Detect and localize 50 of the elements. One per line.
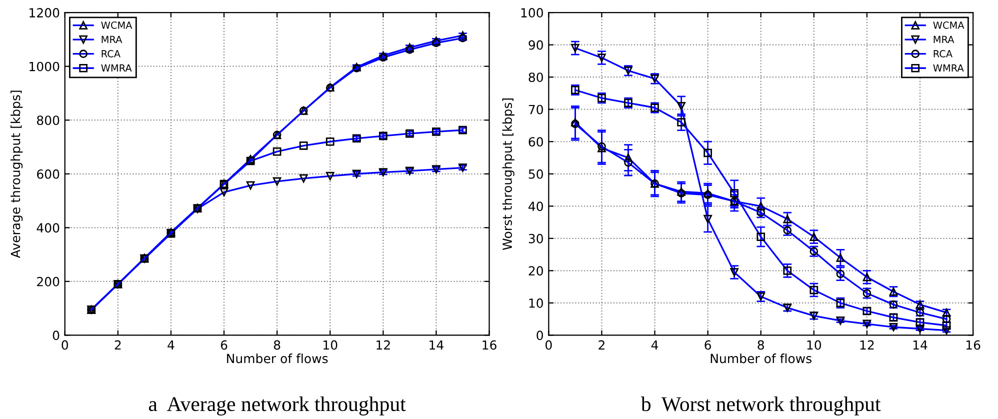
x-tick-label: 10 [324,340,338,350]
x-tick-label: 0 [62,340,68,350]
text: b Worst network throughput [640,396,881,416]
y-tick-label: 1200 [30,8,60,18]
y-tick-label: 0 [536,330,543,340]
y-axis-title: Average throughput [kbps] [10,90,23,258]
x-tick-label: 4 [651,340,658,350]
y-tick-label: 0 [52,330,60,340]
y-tick-label: 10 [529,298,543,308]
y-tick-label: 200 [37,276,60,286]
y-tick-label: 800 [36,116,60,126]
legend-label: WCMA [101,21,132,29]
x-tick-label: 10 [807,340,822,350]
x-tick-label: 8 [274,340,280,350]
y-tick-label: 400 [36,223,60,233]
legend-label: MRA [102,36,122,43]
x-axis-title: Number of flows [710,354,812,364]
y-tick-label: 20 [528,266,543,276]
legend-label: RCA [934,50,952,58]
x-tick-label: 16 [482,340,496,350]
legend-label: WMRA [933,64,964,72]
legend-label: RCA [102,50,120,58]
y-tick-label: 80 [528,72,543,82]
x-tick-label: 12 [376,340,390,350]
x-tick-label: 6 [220,340,228,350]
y-tick-label: 600 [37,169,60,179]
x-tick-label: 2 [598,340,604,350]
y-tick-label: 100 [521,8,543,18]
x-tick-label: 8 [758,340,764,350]
y-axis-title: Worst throughput [kbps] [502,98,514,250]
x-tick-label: 14 [913,340,928,350]
x-tick-label: 2 [114,340,121,350]
x-tick-label: 6 [704,340,711,350]
x-tick-label: 16 [966,340,980,350]
y-tick-label: 60 [528,137,543,147]
x-tick-label: 4 [168,340,174,350]
legend-label: MRA [934,36,954,43]
y-tick-label: 70 [528,104,543,114]
y-tick-label: 90 [528,40,543,50]
y-tick-label: 30 [528,234,543,244]
y-tick-label: 1000 [30,62,60,72]
text: a Average network throughput [148,396,406,416]
legend-label: WMRA [101,64,132,72]
x-tick-label: 0 [546,340,552,350]
y-tick-label: 40 [528,202,543,212]
x-axis-title: Number of flows [227,354,328,364]
y-tick-label: 50 [528,169,543,179]
x-tick-label: 12 [860,340,874,350]
legend-label: WCMA [933,21,964,29]
x-tick-label: 14 [430,340,444,350]
